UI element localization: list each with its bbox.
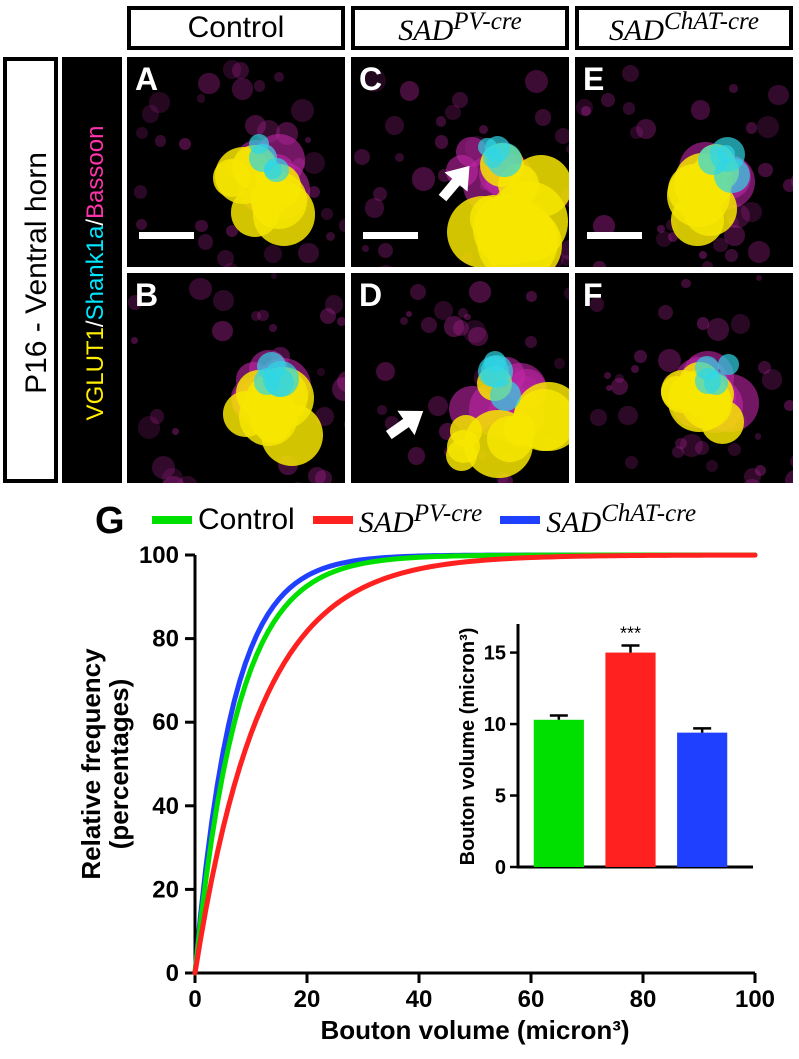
svg-text:10: 10: [484, 714, 506, 736]
svg-text:80: 80: [630, 986, 657, 1013]
svg-text:15: 15: [484, 643, 506, 665]
svg-text:20: 20: [294, 986, 321, 1013]
svg-text:Bouton volume (micron³): Bouton volume (micron³): [320, 1015, 629, 1045]
figure-root: P16 - Ventral horn VGLUT1/Shank1a/Bassoo…: [0, 0, 799, 1059]
svg-text:100: 100: [735, 986, 775, 1013]
svg-text:0: 0: [495, 857, 506, 879]
svg-text:0: 0: [188, 986, 201, 1013]
svg-text:0: 0: [166, 960, 179, 987]
svg-text:Bouton volume (micron³): Bouton volume (micron³): [457, 628, 479, 866]
svg-text:40: 40: [406, 986, 433, 1013]
svg-text:5: 5: [495, 786, 506, 808]
svg-text:***: ***: [620, 623, 641, 643]
svg-text:40: 40: [152, 793, 179, 820]
svg-text:Relative frequency(percentages: Relative frequency(percentages): [76, 648, 134, 880]
svg-text:60: 60: [518, 986, 545, 1013]
chart: 020406080100020406080100Bouton volume (m…: [0, 0, 799, 1059]
svg-text:60: 60: [152, 709, 179, 736]
svg-text:80: 80: [152, 626, 179, 653]
svg-text:20: 20: [152, 876, 179, 903]
svg-text:100: 100: [139, 542, 179, 569]
